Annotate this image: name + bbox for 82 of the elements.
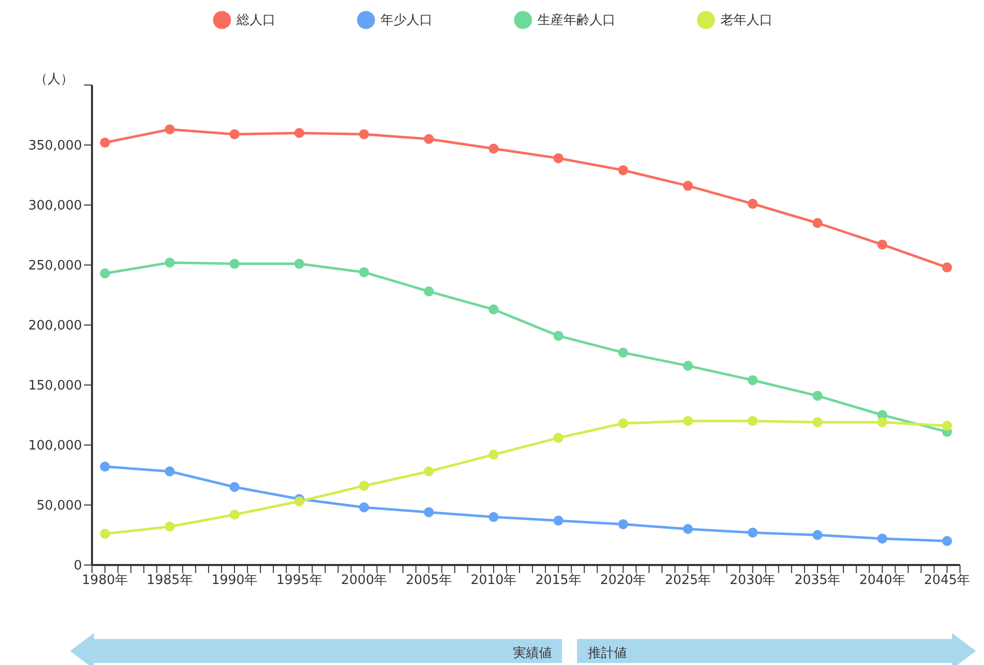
x-tick-label: 2040年 xyxy=(859,573,906,588)
x-tick-label: 2020年 xyxy=(600,573,646,588)
point xyxy=(618,418,628,428)
point xyxy=(682,180,693,191)
point xyxy=(164,522,175,532)
point xyxy=(877,534,888,544)
point xyxy=(877,417,888,428)
point xyxy=(488,144,499,154)
point xyxy=(294,496,304,506)
point xyxy=(942,262,952,272)
point xyxy=(164,258,175,268)
point xyxy=(100,462,110,472)
point xyxy=(942,420,952,431)
point xyxy=(748,528,758,538)
text: 推計値 xyxy=(588,646,627,661)
x-tick-label: 1995年 xyxy=(276,573,322,588)
point xyxy=(682,416,693,426)
point xyxy=(424,466,434,476)
point xyxy=(488,450,499,460)
point xyxy=(488,512,499,522)
point xyxy=(682,524,693,534)
point xyxy=(748,375,758,386)
x-tick-label: 2010年 xyxy=(470,573,517,588)
point xyxy=(100,268,110,278)
x-tick-label: 2005年 xyxy=(406,573,452,588)
x-tick-label: 1980年 xyxy=(82,573,128,588)
point xyxy=(877,240,888,250)
point xyxy=(359,267,370,278)
x-tick-label: 1985年 xyxy=(146,573,193,588)
point xyxy=(359,502,370,512)
x-tick-label: 2045年 xyxy=(924,573,970,588)
y-tick-label: 100,000 xyxy=(28,438,82,454)
text: 実績値 xyxy=(513,645,552,661)
point xyxy=(488,304,499,314)
x-tick-label: 2035年 xyxy=(794,573,841,588)
point xyxy=(294,258,304,269)
point xyxy=(682,360,693,371)
point xyxy=(294,128,304,138)
point xyxy=(618,519,628,530)
x-tick-label: 2000年 xyxy=(341,573,388,588)
point xyxy=(359,480,370,491)
point xyxy=(812,530,822,540)
y-tick-label: 0 xyxy=(74,558,82,574)
point xyxy=(230,510,240,520)
point xyxy=(359,129,370,140)
legend-label: 老年人口 xyxy=(720,12,772,30)
x-tick-label: 2025年 xyxy=(664,573,711,588)
point xyxy=(748,198,758,209)
y-tick-label: 250,000 xyxy=(28,258,82,274)
point xyxy=(618,165,628,176)
y-tick-label: 350,000 xyxy=(28,138,82,154)
x-tick-label: 2030年 xyxy=(730,573,776,588)
point xyxy=(748,416,758,426)
point xyxy=(424,507,434,518)
point xyxy=(164,124,175,134)
point xyxy=(553,330,564,341)
point xyxy=(812,417,822,428)
point xyxy=(230,258,240,269)
point xyxy=(424,286,434,296)
point xyxy=(812,218,822,228)
y-tick-label: 300,000 xyxy=(28,198,82,214)
point xyxy=(553,516,564,526)
point xyxy=(100,528,110,539)
legend-label: 生産年齢人口 xyxy=(536,12,616,30)
point xyxy=(942,536,952,546)
y-tick-label: 200,000 xyxy=(28,318,82,334)
x-tick-label: 2015年 xyxy=(535,573,582,588)
point xyxy=(230,482,240,492)
point xyxy=(553,432,564,443)
legend-label: 総人口 xyxy=(236,12,276,30)
point xyxy=(424,134,434,144)
point xyxy=(553,153,564,164)
point xyxy=(100,138,110,148)
point xyxy=(164,466,175,476)
y-axis-title: （人） xyxy=(34,72,74,87)
point xyxy=(812,390,822,401)
x-tick-label: 1990年 xyxy=(211,573,258,588)
y-tick-label: 150,000 xyxy=(28,378,82,394)
y-tick-label: 50,000 xyxy=(36,498,82,514)
point xyxy=(230,129,240,140)
point xyxy=(618,348,628,358)
legend-label: 年少人口 xyxy=(380,12,432,30)
